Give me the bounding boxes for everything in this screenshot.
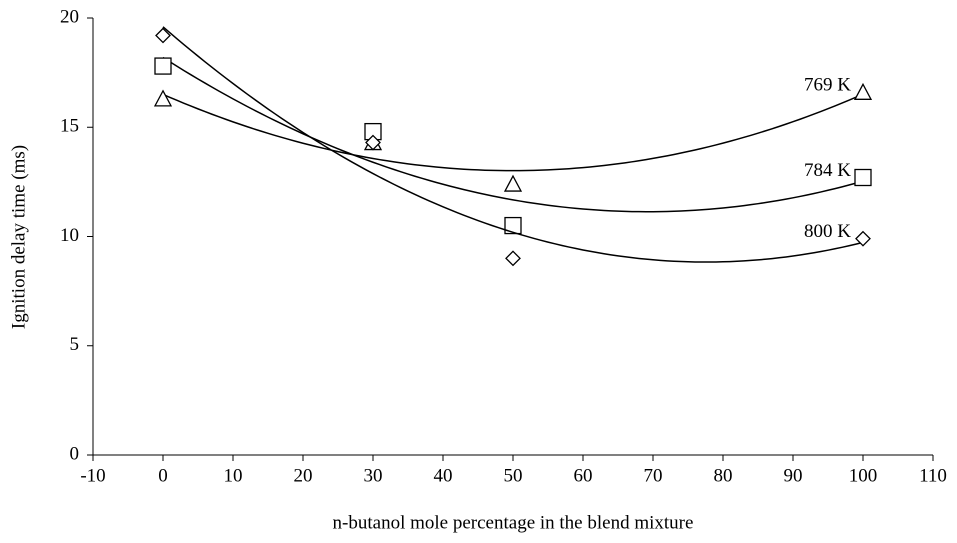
x-tick-label: 60 bbox=[574, 465, 593, 486]
x-tick-label: 80 bbox=[714, 465, 733, 486]
marker-diamond bbox=[365, 134, 381, 151]
x-tick-label: 100 bbox=[849, 465, 878, 486]
marker-triangle bbox=[153, 89, 173, 107]
x-tick-label: 0 bbox=[158, 465, 168, 486]
marker-diamond bbox=[505, 250, 521, 267]
x-tick-label: 30 bbox=[364, 465, 383, 486]
trend-line bbox=[162, 56, 864, 213]
series-label: 800 K bbox=[804, 221, 851, 242]
marker-square bbox=[854, 168, 872, 187]
x-tick-label: 50 bbox=[504, 465, 523, 486]
x-tick-label: 110 bbox=[919, 465, 947, 486]
marker-triangle bbox=[853, 82, 873, 100]
marker-square bbox=[504, 216, 522, 235]
x-tick-label: -10 bbox=[80, 465, 105, 486]
x-tick-label: 20 bbox=[294, 465, 313, 486]
y-axis-label: Ignition delay time (ms) bbox=[8, 145, 29, 329]
x-tick-label: 10 bbox=[224, 465, 243, 486]
marker-diamond bbox=[855, 230, 871, 247]
x-axis-label: n-butanol mole percentage in the blend m… bbox=[333, 512, 694, 533]
x-tick-label: 70 bbox=[644, 465, 663, 486]
y-tick-label: 5 bbox=[70, 334, 80, 355]
series-label: 784 K bbox=[804, 160, 851, 181]
x-tick-label: 40 bbox=[434, 465, 453, 486]
marker-diamond bbox=[155, 27, 171, 44]
x-tick-label: 90 bbox=[784, 465, 803, 486]
trend-line bbox=[162, 93, 864, 172]
trend-line bbox=[162, 26, 864, 263]
marker-square bbox=[154, 57, 172, 75]
marker-triangle bbox=[503, 174, 523, 192]
y-tick-label: 0 bbox=[70, 443, 80, 464]
series-label: 769 K bbox=[804, 75, 851, 96]
y-tick-label: 20 bbox=[60, 6, 79, 27]
y-tick-label: 15 bbox=[60, 116, 79, 137]
y-tick-label: 10 bbox=[60, 225, 79, 246]
